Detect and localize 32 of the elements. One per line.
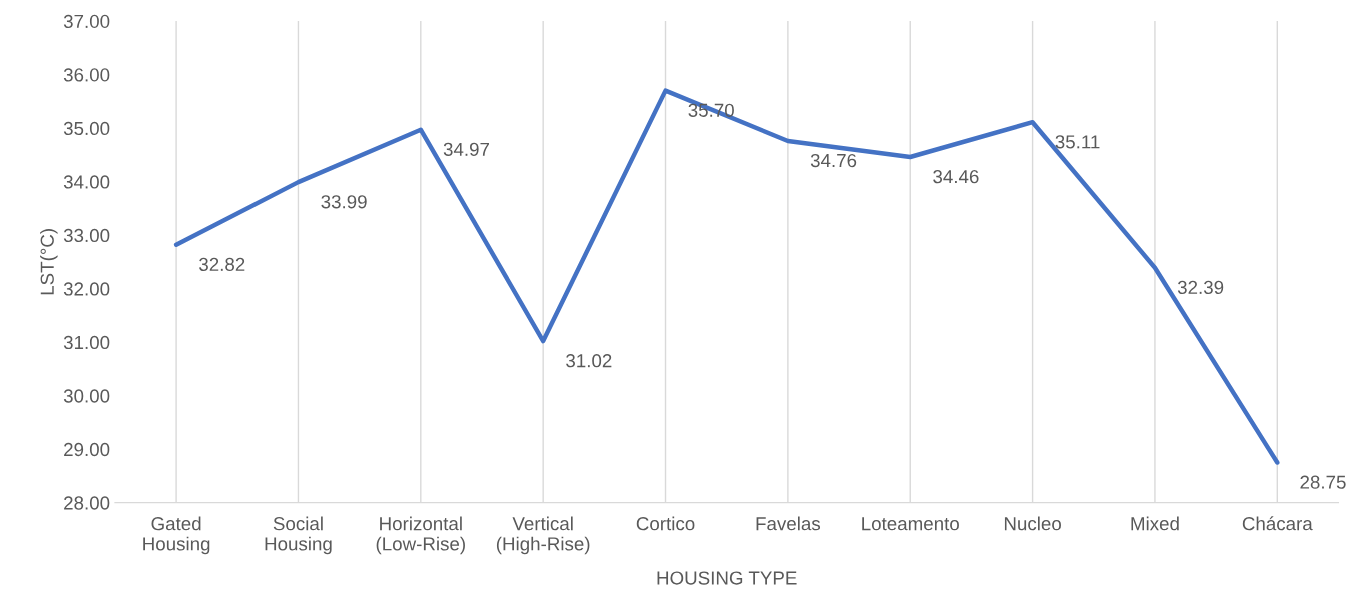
x-tick-label: Vertical (High-Rise)	[496, 516, 590, 555]
data-label: 32.39	[1177, 280, 1224, 295]
y-tick-label: 30.00	[63, 389, 110, 403]
data-label: 31.02	[566, 354, 612, 368]
x-axis-title: HOUSING TYPE	[657, 571, 797, 585]
x-tick-label: Chácara	[1242, 516, 1313, 531]
data-label: 34.76	[810, 153, 857, 168]
x-tick-label: Horizontal (Low-Rise)	[376, 516, 465, 555]
x-tick-label: Gated Housing	[143, 516, 210, 555]
y-tick-label: 36.00	[63, 68, 110, 82]
y-tick-label: 33.00	[63, 228, 110, 243]
x-tick-label: Social Housing	[265, 516, 332, 555]
y-axis-title: LST(°C)	[40, 229, 58, 295]
data-label: 33.99	[321, 195, 367, 209]
x-tick-label: Loteamento	[862, 517, 959, 531]
data-label: 32.82	[199, 257, 245, 272]
y-tick-label: 34.00	[63, 175, 110, 189]
y-tick-label: 31.00	[63, 335, 110, 350]
y-tick-label: 32.00	[63, 282, 110, 296]
line-series	[173, 88, 1280, 465]
y-tick-label: 28.00	[64, 496, 110, 510]
x-tick-label: Nucleo	[1004, 516, 1061, 531]
y-tick-label: 37.00	[63, 14, 110, 29]
x-tick-label: Mixed	[1131, 516, 1179, 531]
data-label: 35.11	[1055, 135, 1100, 149]
data-label: 34.97	[443, 142, 490, 156]
y-tick-label: 29.00	[64, 442, 110, 457]
y-tick-label: 35.00	[63, 121, 110, 136]
data-label: 34.46	[933, 169, 979, 184]
data-label: 28.75	[1300, 475, 1346, 489]
x-tick-label: Favelas	[756, 516, 821, 531]
x-tick-label: Cortico	[636, 516, 695, 531]
